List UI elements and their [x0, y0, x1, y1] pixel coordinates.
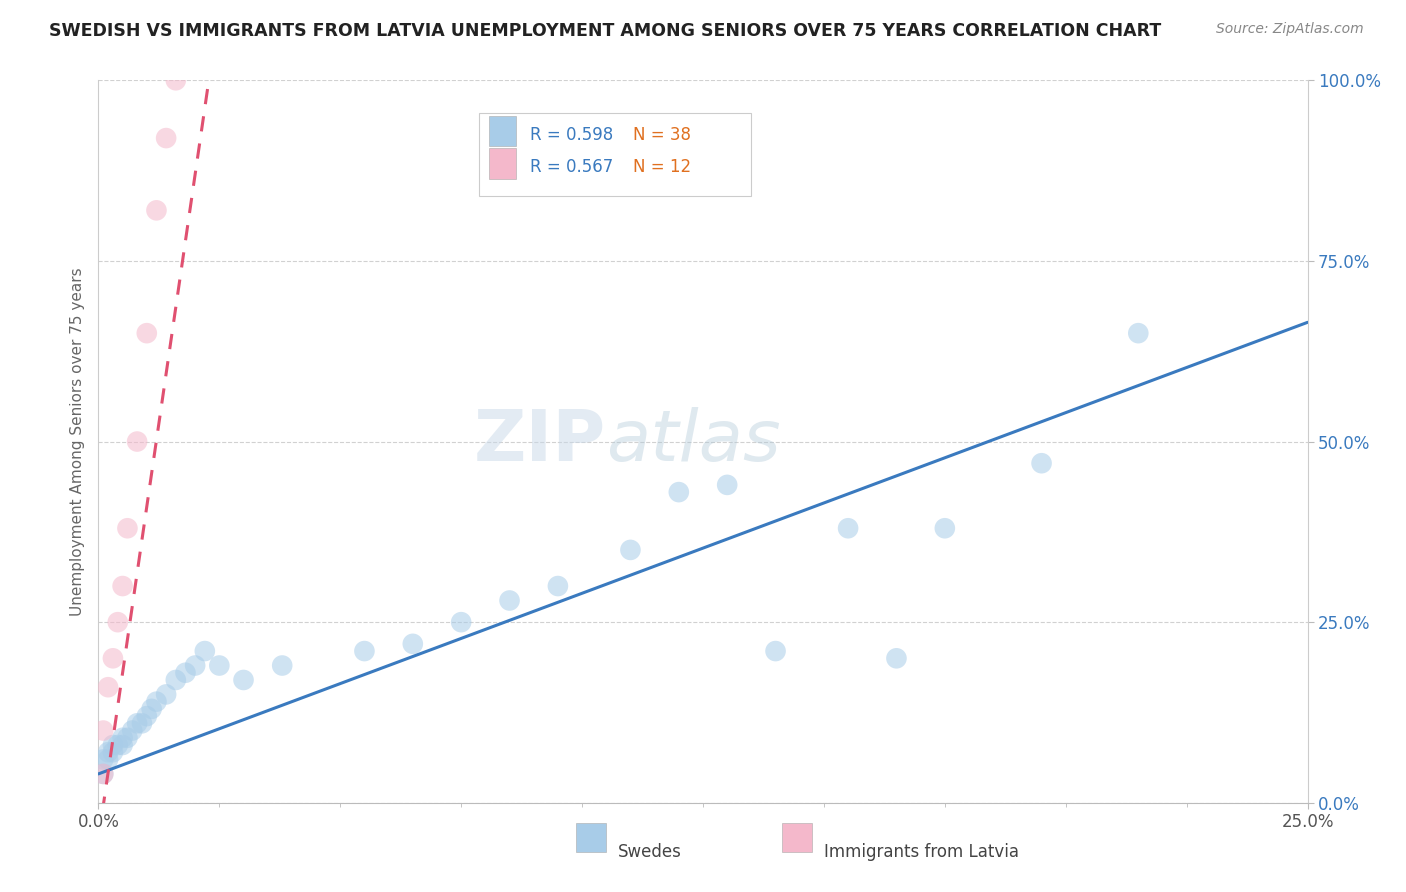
Point: [117, 731, 139, 745]
Point: [101, 745, 124, 759]
Point: [117, 521, 139, 535]
Point: [174, 665, 197, 680]
Text: ZIP: ZIP: [474, 407, 606, 476]
Point: [121, 723, 143, 738]
Point: [107, 738, 129, 752]
Point: [450, 615, 472, 630]
Point: [111, 731, 134, 745]
Point: [1031, 456, 1053, 470]
Point: [155, 687, 177, 701]
Point: [91, 752, 114, 766]
Point: [716, 478, 738, 492]
Point: [131, 716, 153, 731]
Point: [107, 615, 129, 630]
Point: [91, 767, 114, 781]
Point: [668, 485, 690, 500]
Text: Swedes: Swedes: [619, 843, 682, 861]
Point: [208, 658, 231, 673]
Point: [194, 644, 217, 658]
Point: [127, 434, 149, 449]
Point: [97, 745, 120, 759]
Point: [145, 695, 167, 709]
FancyBboxPatch shape: [576, 823, 606, 852]
Text: R = 0.598: R = 0.598: [530, 126, 613, 144]
Point: [97, 680, 120, 694]
Point: [232, 673, 254, 687]
Text: SWEDISH VS IMMIGRANTS FROM LATVIA UNEMPLOYMENT AMONG SENIORS OVER 75 YEARS CORRE: SWEDISH VS IMMIGRANTS FROM LATVIA UNEMPL…: [49, 22, 1161, 40]
Point: [101, 738, 124, 752]
Point: [101, 651, 124, 665]
Point: [111, 738, 134, 752]
Point: [934, 521, 956, 535]
Point: [135, 326, 157, 340]
Point: [547, 579, 569, 593]
Text: Immigrants from Latvia: Immigrants from Latvia: [824, 843, 1019, 861]
Point: [765, 644, 787, 658]
Point: [619, 542, 641, 557]
Point: [165, 673, 187, 687]
Y-axis label: Unemployment Among Seniors over 75 years: Unemployment Among Seniors over 75 years: [69, 268, 84, 615]
Point: [91, 767, 114, 781]
Point: [1128, 326, 1150, 340]
Text: R = 0.567: R = 0.567: [530, 158, 613, 177]
Text: Source: ZipAtlas.com: Source: ZipAtlas.com: [1216, 22, 1364, 37]
Point: [498, 593, 520, 607]
Point: [91, 723, 114, 738]
FancyBboxPatch shape: [782, 823, 811, 852]
Point: [127, 716, 149, 731]
Point: [886, 651, 908, 665]
Point: [145, 203, 167, 218]
Point: [353, 644, 375, 658]
Point: [184, 658, 207, 673]
Point: [165, 73, 187, 87]
Point: [111, 579, 134, 593]
Point: [837, 521, 859, 535]
FancyBboxPatch shape: [479, 112, 751, 196]
Point: [155, 131, 177, 145]
Point: [402, 637, 425, 651]
Point: [141, 702, 163, 716]
Point: [97, 752, 120, 766]
Text: atlas: atlas: [606, 407, 780, 476]
Text: N = 12: N = 12: [633, 158, 690, 177]
Text: N = 38: N = 38: [633, 126, 690, 144]
FancyBboxPatch shape: [489, 116, 516, 146]
Point: [271, 658, 294, 673]
FancyBboxPatch shape: [489, 148, 516, 178]
Point: [135, 709, 157, 723]
